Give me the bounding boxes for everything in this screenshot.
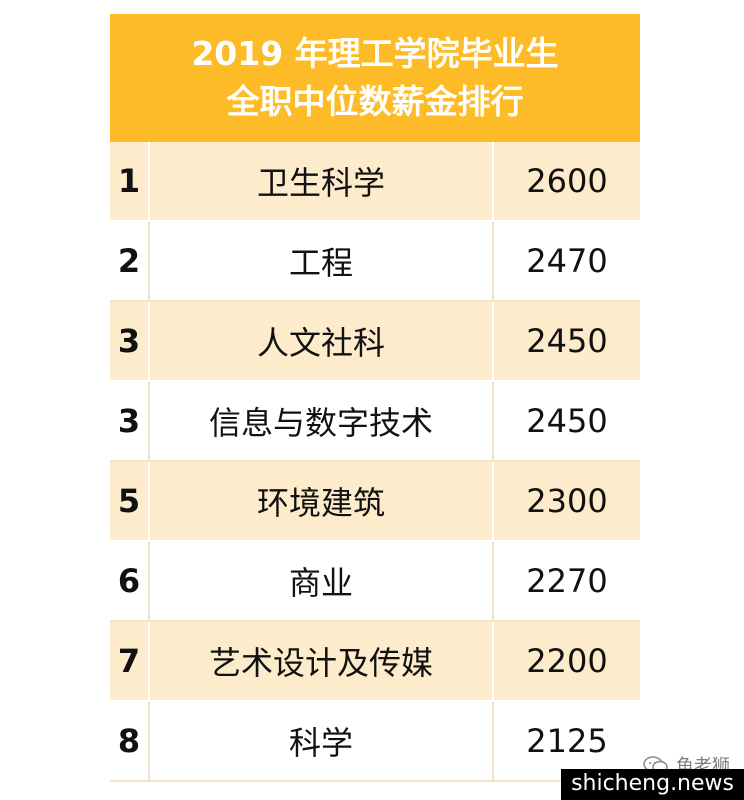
major-cell: 信息与数字技术 (150, 382, 494, 460)
table-row: 1 卫生科学 2600 (110, 142, 640, 222)
salary-cell: 2270 (526, 562, 608, 600)
rank-cell: 7 (110, 622, 150, 700)
rank-cell: 3 (110, 382, 150, 460)
rank-cell: 6 (110, 542, 150, 620)
table-row: 5 环境建筑 2300 (110, 462, 640, 542)
major-cell: 人文社科 (150, 302, 494, 380)
rank-cell: 8 (110, 702, 150, 780)
major-cell: 卫生科学 (150, 142, 494, 220)
header-title-line2: 全职中位数薪金排行 (226, 82, 524, 121)
table-row: 2 工程 2470 (110, 222, 640, 302)
rank-cell: 3 (110, 302, 150, 380)
table-row: 8 科学 2125 (110, 702, 640, 782)
rank-cell: 1 (110, 142, 150, 220)
salary-cell: 2200 (526, 642, 608, 680)
salary-cell: 2125 (526, 722, 608, 760)
table-row: 6 商业 2270 (110, 542, 640, 622)
rank-cell: 2 (110, 222, 150, 300)
salary-cell: 2470 (526, 242, 608, 280)
table-header: 2019 年理工学院毕业生 全职中位数薪金排行 (110, 14, 640, 142)
major-cell: 商业 (150, 542, 494, 620)
table-row: 3 人文社科 2450 (110, 302, 640, 382)
major-cell: 科学 (150, 702, 494, 780)
table-row: 7 艺术设计及传媒 2200 (110, 622, 640, 702)
salary-ranking-table: 2019 年理工学院毕业生 全职中位数薪金排行 1 卫生科学 2600 2 工程… (110, 14, 640, 782)
salary-cell: 2450 (526, 322, 608, 360)
source-label: shicheng.news (561, 769, 744, 800)
major-cell: 环境建筑 (150, 462, 494, 540)
header-title-line1: 2019 年理工学院毕业生 (191, 34, 559, 73)
salary-cell: 2300 (526, 482, 608, 520)
major-cell: 工程 (150, 222, 494, 300)
rank-cell: 5 (110, 462, 150, 540)
major-cell: 艺术设计及传媒 (150, 622, 494, 700)
table-row: 3 信息与数字技术 2450 (110, 382, 640, 462)
salary-cell: 2450 (526, 402, 608, 440)
salary-cell: 2600 (526, 162, 608, 200)
